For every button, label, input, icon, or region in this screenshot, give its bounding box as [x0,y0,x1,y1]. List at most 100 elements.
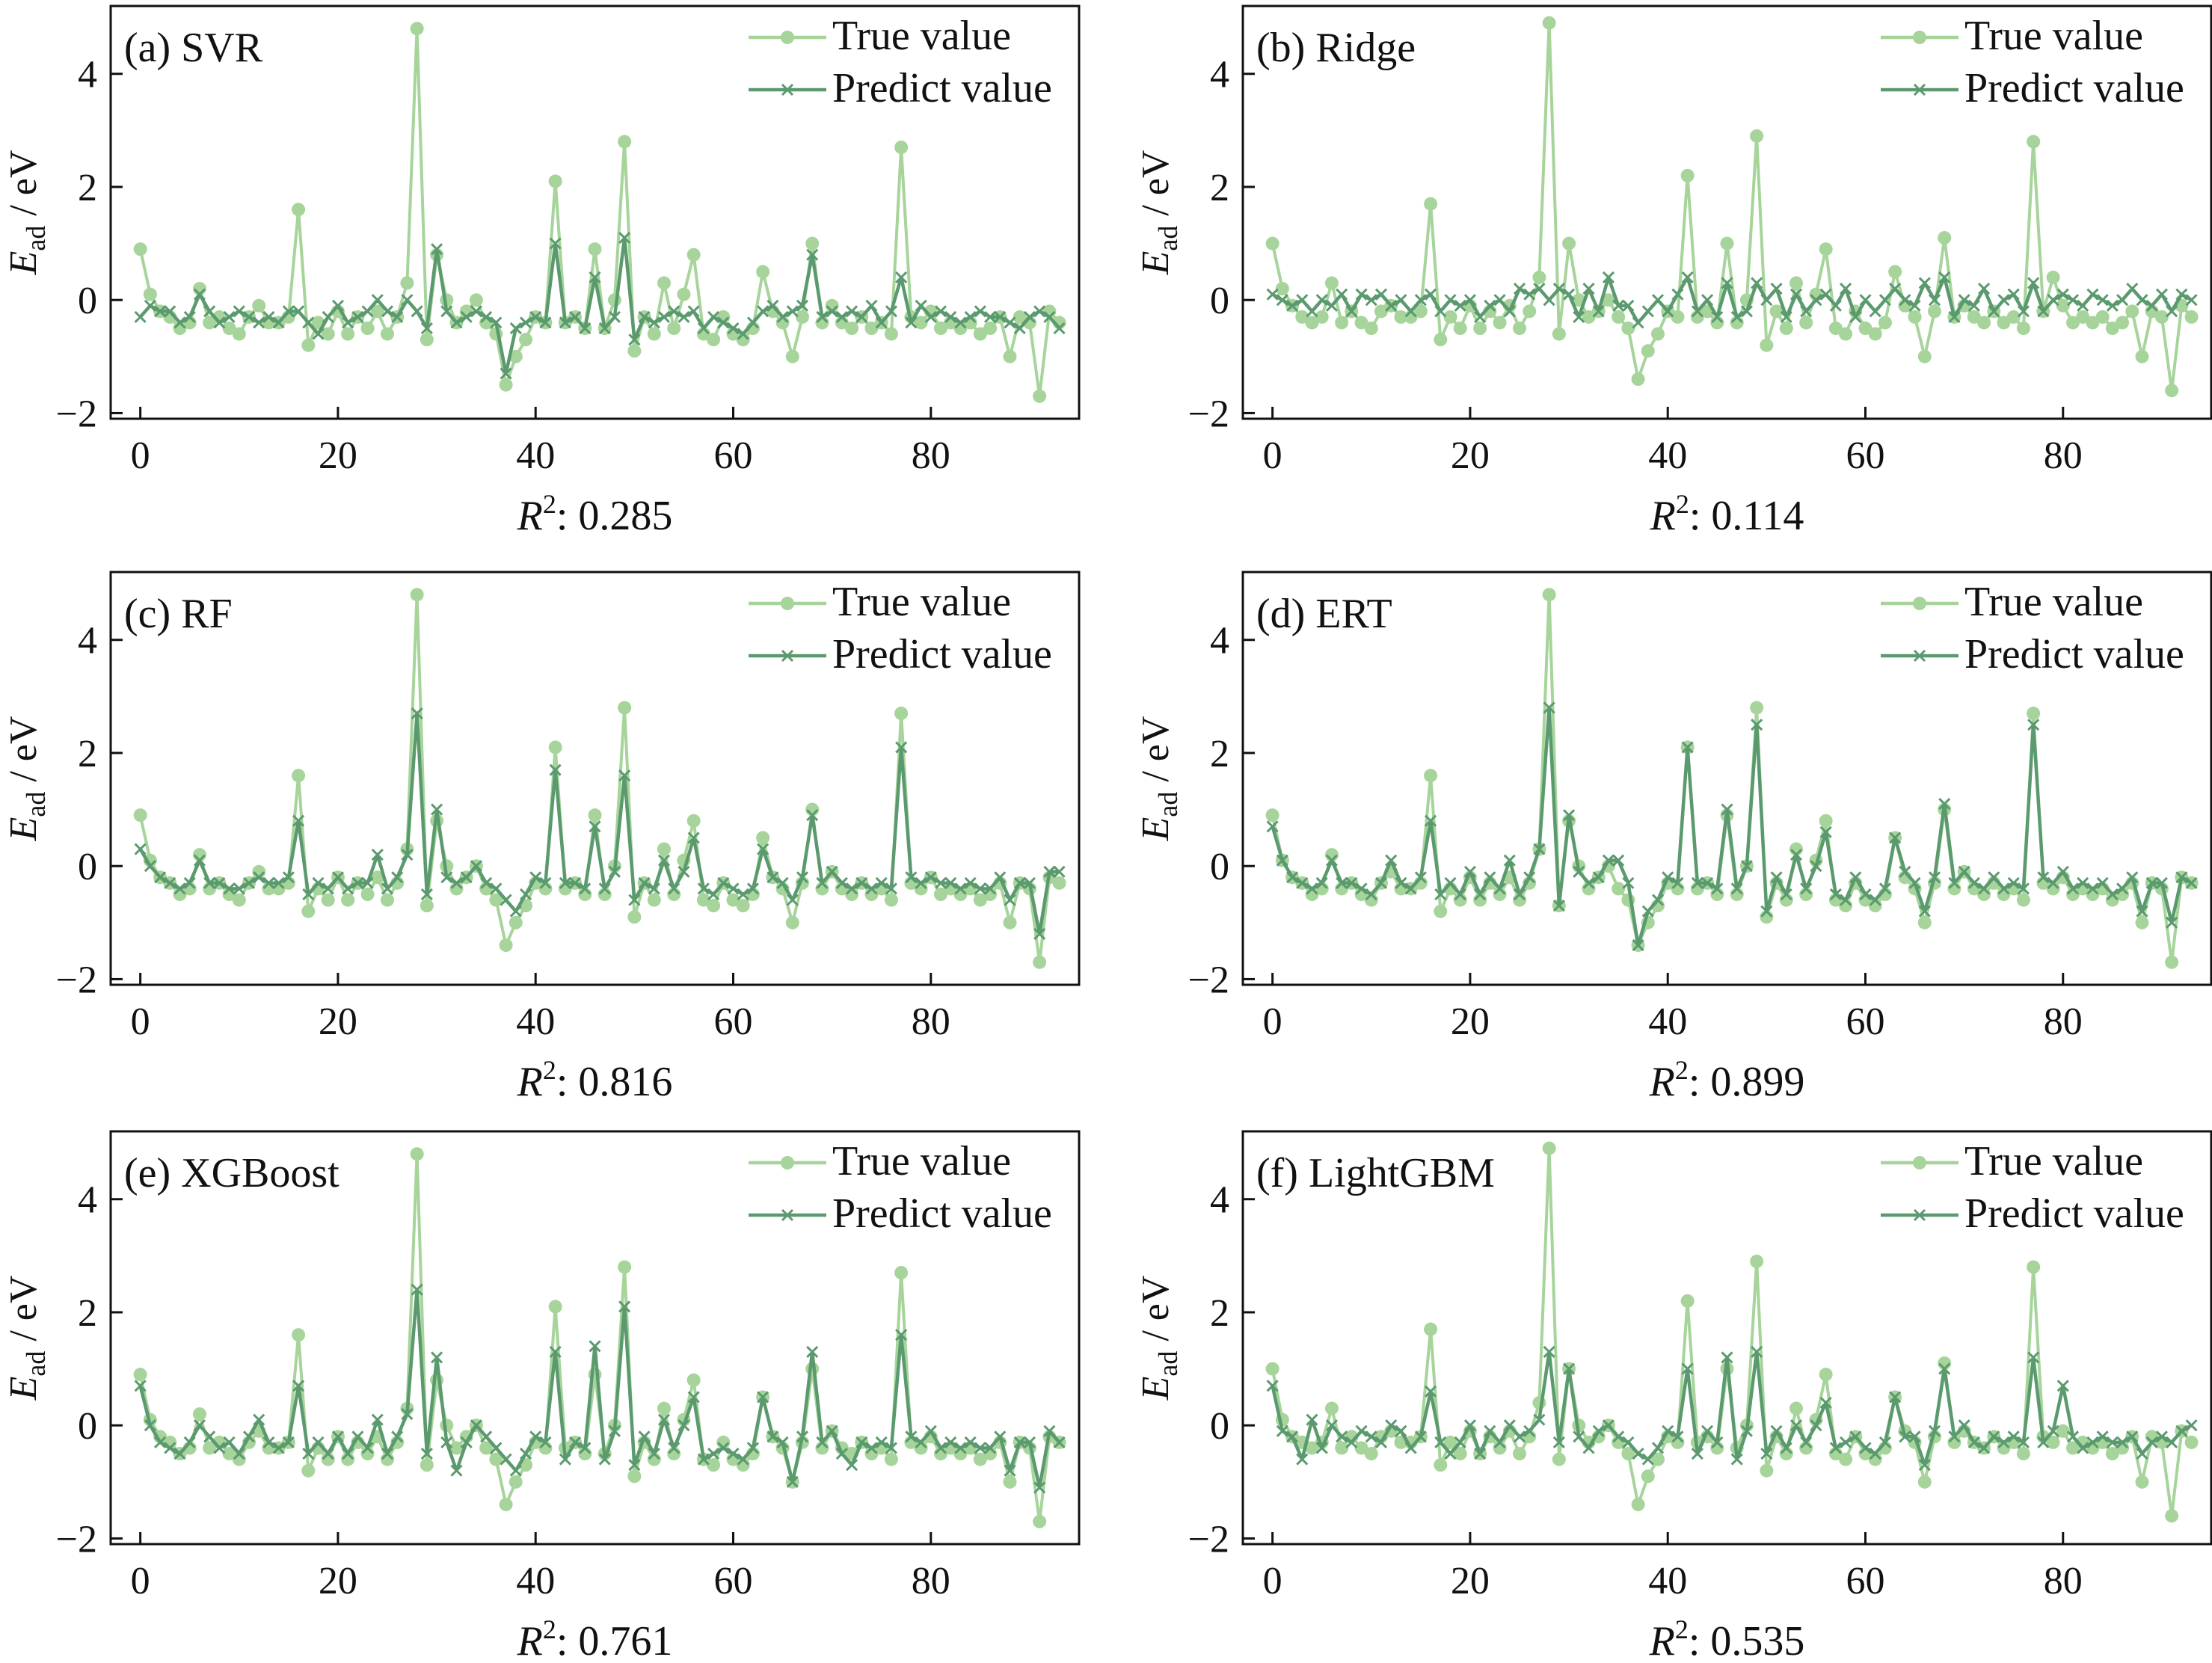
plot-area [1265,588,2199,969]
predict-value-point [549,763,562,776]
predict-value-point [519,316,532,329]
predict-value-point [687,305,700,318]
legend-label: True value [1964,1138,2143,1184]
predict-value-point [1899,294,1911,307]
predict-value-point [944,876,957,889]
predict-value-point [1582,283,1595,295]
predict-value-point [1296,294,1309,307]
y-axis-label-unit: / eV [2,1276,45,1351]
predict-value-point [1276,854,1288,867]
predict-value-point [342,1447,354,1460]
predict-value-point [697,322,710,335]
predict-value-point [529,871,542,884]
predict-value-point [598,1453,611,1466]
predict-value-point [924,1424,937,1437]
predict-value-point [687,832,700,844]
predict-value-point [1849,310,1862,323]
true-value-point [1789,1401,1803,1415]
predict-value-point [1740,860,1753,873]
predict-value-point [1789,849,1803,861]
predict-value-point [2007,288,2020,301]
predict-value-point [1582,876,1595,889]
predict-value-point [1463,294,1476,307]
predict-value-point [1325,299,1338,312]
x-axis-label-value: : 0.114 [1689,493,1804,539]
predict-value-point [164,1442,176,1454]
true-value-point [410,1147,424,1161]
predict-value-point [638,1430,651,1443]
legend-label: Predict value [832,65,1052,111]
x-axis-label-superscript: 2 [1676,489,1689,519]
predict-value-point [539,316,552,329]
predict-value-point [1043,310,1056,323]
predict-value-point [1563,809,1576,822]
predict-value-point [1978,882,1991,895]
true-value-point [449,1441,464,1455]
predict-value-point [1928,871,1941,884]
plot-frame [1241,1130,2212,1546]
predict-value-point [1306,1413,1318,1426]
true-value-point [1680,1294,1695,1308]
legend-item-predict-value: Predict value [1881,631,2184,677]
predict-value-point [678,1419,690,1432]
predict-value-point [1651,294,1665,307]
predict-value-point [2136,1447,2148,1460]
predict-value-point [2047,1424,2059,1437]
true-value-point [548,174,562,188]
predict-value-point [391,1430,404,1443]
true-value-point [707,1458,721,1472]
y-axis-label-unit: / eV [1134,716,1177,792]
legend-swatch-marker [1913,1208,1926,1222]
predict-value-point [391,871,404,884]
true-value-point [2165,384,2179,398]
predict-value-point [1013,322,1026,335]
predict-value-point [282,871,295,884]
true-value-point [2006,310,2021,324]
predict-value-point [213,1442,226,1454]
legend-swatch-marker [781,597,794,610]
true-value-point [548,1300,562,1314]
x-tick-label: 20 [319,434,357,477]
predict-value-point [1425,1385,1437,1398]
predict-value-point [203,305,216,318]
predict-value-point [1780,310,1792,323]
predict-value-point [1859,294,1872,307]
true-value-point [1003,1475,1017,1489]
predict-value-point [1840,1436,1852,1448]
predict-value-point [1760,905,1773,917]
predict-value-point [855,876,868,889]
predict-value-point [282,1436,295,1448]
true-value-point [884,1452,898,1466]
legend-swatch-marker [1913,649,1926,663]
predict-value-point [1484,1424,1496,1437]
predict-value-point [1810,860,1822,873]
predict-value-point [282,305,295,318]
y-tick-label: −2 [1188,959,1229,1001]
predict-value-point [687,1391,700,1404]
predict-value-point [1023,1436,1036,1448]
predict-value-point [480,310,493,323]
predict-value-point [1988,1430,2000,1443]
predict-value-point [846,882,858,895]
predict-value-point [1523,288,1536,301]
y-tick-label: −2 [56,959,97,1001]
x-axis-label: R2: 0.285 [517,489,673,539]
true-value-point [884,893,898,907]
predict-value-point [2155,1430,2168,1443]
x-tick-label: 60 [1846,1000,1885,1043]
predict-value-point [964,1436,977,1448]
true-value-point [894,707,909,721]
predict-value-point [628,1459,641,1472]
predict-value-point [1325,1419,1338,1432]
predict-value-point [371,849,384,861]
predict-value-point [371,294,384,307]
true-value-point [756,265,770,279]
predict-value-point [1651,894,1665,906]
predict-value-point [746,882,759,895]
predict-value-point [678,310,690,323]
predict-value-point [1365,888,1377,901]
true-value-point [489,893,503,907]
predict-value-point [1612,299,1625,312]
y-axis-label-subscript: ad [1153,226,1183,251]
predict-value-point [549,1345,562,1358]
